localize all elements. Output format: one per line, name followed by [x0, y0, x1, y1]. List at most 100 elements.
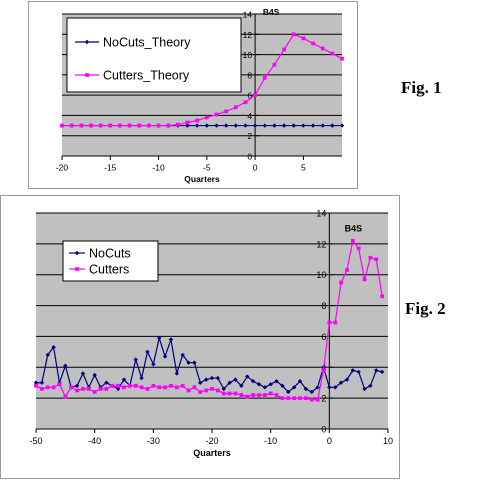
x-tick-label-5: 5: [301, 163, 306, 173]
point-cutters-52: [339, 280, 343, 285]
point-cutters-1: [39, 387, 44, 391]
x-tick-label--40: -40: [88, 436, 101, 446]
point-cutters-theory-5: [108, 123, 113, 128]
point-nocuts-43: [286, 389, 291, 395]
point-cutters-32: [221, 391, 226, 396]
legend-box: [66, 17, 242, 93]
point-cutters-theory-10: [156, 123, 161, 128]
point-cutters-53: [345, 268, 349, 272]
legend-marker-cutters-theory: [85, 73, 89, 77]
point-nocuts-theory-20: [252, 123, 258, 128]
point-cutters-20: [151, 383, 156, 388]
point-cutters-46: [303, 396, 308, 401]
point-nocuts-21: [157, 335, 162, 341]
point-cutters-theory-13: [185, 120, 190, 125]
point-nocuts-theory-13: [185, 123, 190, 128]
point-nocuts-theory-25: [301, 123, 306, 128]
x-tick-label--5: -5: [203, 163, 211, 173]
point-cutters-theory-29: [340, 56, 344, 61]
point-nocuts-57: [368, 383, 373, 388]
point-cutters-19: [145, 387, 150, 391]
y-tick-label-0: 0: [321, 425, 326, 435]
point-cutters-27: [192, 385, 197, 390]
point-cutters-29: [204, 388, 209, 393]
y-tick-label-14: 14: [316, 209, 326, 219]
point-nocuts-39: [262, 385, 267, 390]
point-cutters-theory-24: [291, 32, 296, 37]
point-cutters-16: [127, 383, 132, 388]
point-cutters-49: [321, 368, 326, 373]
point-cutters-41: [274, 393, 279, 397]
point-cutters-theory-23: [282, 47, 286, 52]
point-cutters-9: [86, 387, 91, 391]
point-cutters-theory-15: [204, 115, 209, 120]
point-cutters-51: [333, 320, 338, 325]
x-tick-label-10: 10: [383, 436, 393, 446]
point-cutters-theory-16: [214, 112, 219, 117]
point-cutters-54: [350, 238, 355, 243]
point-nocuts-8: [80, 371, 86, 376]
point-cutters-39: [262, 393, 267, 397]
point-nocuts-7: [74, 383, 80, 388]
point-cutters-28: [198, 390, 203, 394]
point-nocuts-theory-21: [262, 123, 267, 128]
point-cutters-11: [98, 387, 103, 391]
point-nocuts-59: [379, 369, 385, 375]
y-tick-label-14: 14: [243, 10, 253, 20]
point-nocuts-45: [297, 378, 303, 384]
point-nocuts-24: [174, 371, 179, 376]
x-tick-label--50: -50: [29, 436, 42, 446]
point-nocuts-51: [333, 385, 338, 390]
chart-title: B4S: [345, 224, 363, 234]
point-cutters-48: [315, 397, 320, 402]
point-cutters-31: [215, 388, 220, 393]
point-cutters-theory-12: [175, 122, 180, 127]
point-cutters-8: [81, 387, 85, 391]
point-cutters-50: [327, 320, 332, 325]
point-cutters-theory-11: [166, 123, 171, 128]
point-nocuts-36: [245, 374, 250, 379]
point-cutters-theory-25: [301, 36, 306, 41]
figure-2-chart: 02468101214-50-40-30-20-10010B4SQuarters…: [29, 209, 393, 459]
point-cutters-34: [233, 391, 238, 396]
point-cutters-35: [239, 393, 244, 397]
point-nocuts-theory-16: [214, 123, 219, 128]
point-cutters-13: [110, 383, 115, 388]
x-tick-label-0: 0: [327, 436, 332, 446]
point-cutters-6: [69, 385, 74, 390]
figure-2-chart-frame: 02468101214-50-40-30-20-10010B4SQuarters…: [0, 195, 400, 479]
point-cutters-23: [169, 383, 173, 388]
point-nocuts-theory-18: [233, 123, 238, 128]
point-cutters-theory-2: [79, 123, 84, 128]
point-nocuts-12: [104, 380, 109, 385]
point-cutters-59: [380, 294, 385, 299]
point-cutters-45: [298, 396, 302, 401]
point-cutters-22: [163, 385, 167, 390]
x-axis-title: Quarters: [184, 174, 220, 184]
point-cutters-2: [45, 385, 50, 390]
point-nocuts-38: [256, 382, 262, 387]
point-cutters-40: [268, 391, 273, 396]
point-cutters-43: [286, 396, 291, 401]
point-nocuts-20: [151, 362, 156, 367]
point-cutters-theory-19: [243, 100, 248, 105]
x-tick-label--15: -15: [104, 163, 117, 173]
point-cutters-56: [362, 277, 367, 282]
point-nocuts-44: [291, 385, 297, 390]
point-nocuts-30: [209, 375, 215, 381]
figure-2-label: Fig. 2: [405, 299, 446, 318]
point-nocuts-37: [250, 378, 256, 384]
x-tick-label--10: -10: [264, 436, 277, 446]
legend-label-nocuts: NoCuts: [89, 247, 131, 261]
point-cutters-25: [180, 383, 185, 388]
point-nocuts-27: [192, 360, 197, 365]
point-nocuts-theory-24: [291, 123, 296, 128]
point-cutters-3: [51, 385, 56, 390]
point-cutters-theory-20: [253, 93, 257, 98]
x-tick-label--30: -30: [147, 436, 160, 446]
point-cutters-17: [133, 383, 138, 388]
point-cutters-theory-4: [98, 123, 103, 128]
point-nocuts-18: [139, 375, 144, 381]
point-cutters-38: [257, 393, 261, 397]
point-nocuts-40: [268, 382, 273, 387]
